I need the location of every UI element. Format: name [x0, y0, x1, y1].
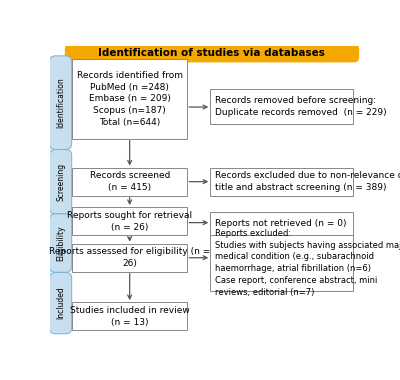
FancyBboxPatch shape [210, 89, 353, 124]
Text: Reports not retrieved (n = 0): Reports not retrieved (n = 0) [215, 219, 346, 228]
Text: Reports assessed for eligibility (n =
26): Reports assessed for eligibility (n = 26… [49, 247, 210, 268]
FancyBboxPatch shape [72, 207, 187, 235]
FancyBboxPatch shape [49, 214, 72, 272]
FancyBboxPatch shape [72, 244, 187, 272]
Text: Records identified from
PubMed (n =248)
Embase (n = 209)
Scopus (n=187)
Total (n: Records identified from PubMed (n =248) … [77, 71, 183, 127]
Text: Eligibility: Eligibility [56, 225, 65, 261]
Text: Screening: Screening [56, 163, 65, 201]
FancyBboxPatch shape [49, 272, 72, 334]
FancyBboxPatch shape [72, 302, 187, 330]
FancyBboxPatch shape [49, 149, 72, 214]
FancyBboxPatch shape [210, 212, 353, 235]
Text: Records removed before screening:
Duplicate records removed  (n = 229): Records removed before screening: Duplic… [215, 96, 386, 117]
FancyBboxPatch shape [72, 168, 187, 196]
FancyBboxPatch shape [49, 56, 72, 149]
Text: Included: Included [56, 287, 65, 320]
Text: Reports sought for retrieval
(n = 26): Reports sought for retrieval (n = 26) [67, 211, 192, 231]
FancyBboxPatch shape [210, 235, 353, 291]
Text: Identification of studies via databases: Identification of studies via databases [98, 48, 325, 58]
Text: Reports excluded:
Studies with subjects having associated major
medical conditio: Reports excluded: Studies with subjects … [215, 229, 400, 297]
FancyBboxPatch shape [210, 168, 353, 196]
Text: Studies included in review
(n = 13): Studies included in review (n = 13) [70, 306, 190, 327]
FancyBboxPatch shape [72, 59, 187, 139]
Text: Identification: Identification [56, 77, 65, 128]
Text: Records screened
(n = 415): Records screened (n = 415) [90, 171, 170, 192]
Text: Records excluded due to non-relevance on
title and abstract screening (n = 389): Records excluded due to non-relevance on… [215, 171, 400, 192]
FancyBboxPatch shape [66, 45, 358, 62]
